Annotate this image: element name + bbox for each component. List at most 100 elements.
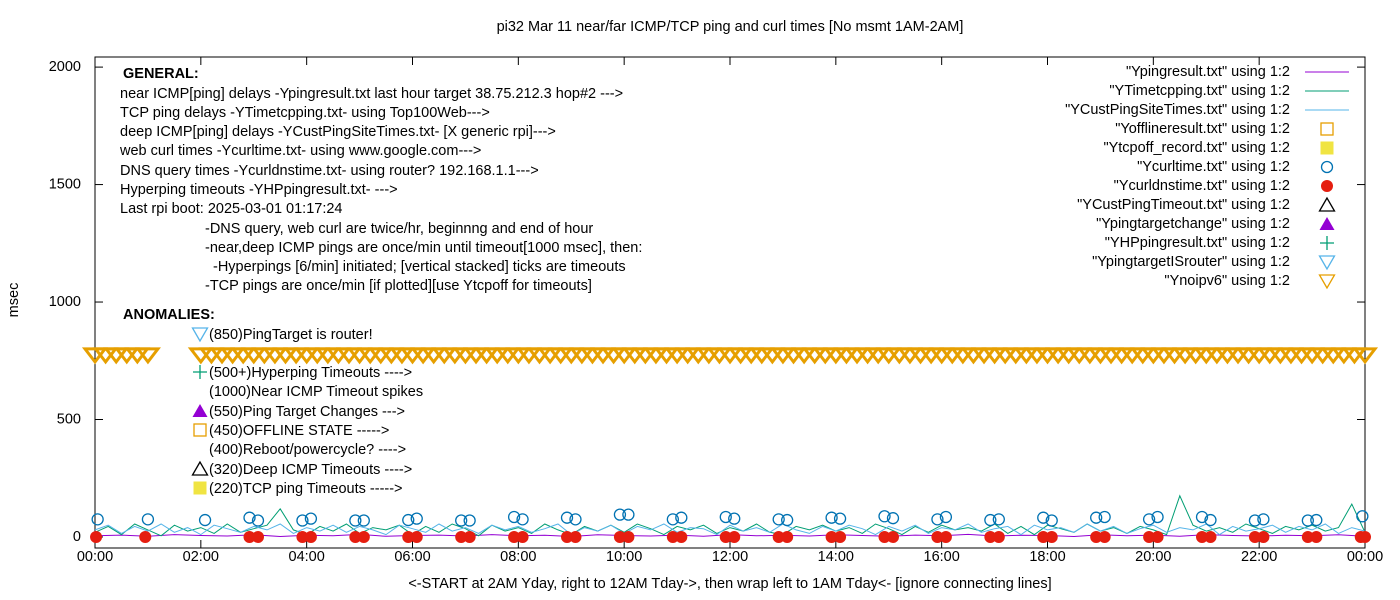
x-tick-label: 22:00 (1241, 549, 1277, 565)
data-point (1090, 511, 1103, 524)
legend-symbol (1318, 196, 1336, 212)
data-point (939, 510, 953, 524)
data-point (1257, 530, 1270, 543)
data-point (1045, 514, 1058, 527)
data-point (402, 513, 415, 527)
data-point (1195, 510, 1209, 524)
x-tick-label: 18:00 (1029, 549, 1065, 565)
data-point (781, 513, 794, 527)
annotation: Last rpi boot: 2025-03-01 01:17:24 (120, 201, 343, 217)
legend-symbol (1318, 274, 1336, 290)
annotation: (220)TCP ping Timeouts -----> (209, 481, 403, 497)
data-point (939, 530, 952, 543)
data-point (719, 530, 732, 543)
annotation: near ICMP[ping] delays -Ypingresult.txt … (120, 86, 623, 102)
data-point (666, 530, 679, 543)
data-point (1151, 510, 1164, 524)
data-point (1098, 510, 1111, 524)
data-point (931, 513, 944, 526)
data-point (91, 513, 104, 526)
data-point (560, 511, 574, 524)
x-tick-label: 08:00 (500, 549, 536, 565)
series-points (90, 530, 1371, 543)
annotation: -DNS query, web curl are twice/hr, begin… (205, 221, 593, 237)
x-tick-label: 04:00 (289, 549, 325, 565)
data-point (134, 347, 161, 365)
data-point (139, 530, 152, 543)
annotation: -Hyperpings [6/min] initiated; [vertical… (213, 259, 626, 275)
data-point (251, 530, 264, 543)
x-tick-label: 06:00 (394, 549, 430, 565)
data-point (1248, 530, 1261, 543)
data-point (455, 514, 468, 527)
y-tick-label: 1000 (49, 294, 81, 310)
data-point (984, 530, 997, 543)
data-point (1142, 513, 1156, 526)
data-point (675, 530, 688, 543)
legend-label: "YpingtargetISrouter" using 1:2 (1092, 254, 1290, 270)
legend-symbol (1318, 255, 1336, 271)
data-point (931, 530, 944, 543)
data-point (1151, 530, 1164, 543)
annotation: GENERAL: (123, 66, 199, 82)
data-point (1310, 530, 1323, 543)
chart-title: pi32 Mar 11 near/far ICMP/TCP ping and c… (497, 19, 964, 35)
y-tick-label: 500 (57, 411, 81, 427)
data-point (198, 513, 212, 527)
data-point (886, 512, 900, 525)
data-point (410, 530, 423, 543)
legend-symbol (1320, 141, 1334, 155)
data-point (507, 510, 521, 524)
data-point (1196, 530, 1209, 543)
data-point (463, 530, 476, 543)
data-point (878, 530, 891, 543)
data-point (622, 508, 635, 521)
data-point (772, 530, 785, 543)
annotation-icon (192, 404, 208, 417)
data-point (296, 514, 309, 527)
data-point (561, 530, 574, 543)
data-point (296, 530, 309, 543)
data-point (349, 530, 362, 543)
data-point (1301, 514, 1314, 527)
legend-label: "Ynoipv6" using 1:2 (1164, 273, 1290, 289)
annotation-icon (193, 423, 207, 437)
data-point (992, 513, 1005, 526)
data-point (825, 530, 838, 543)
data-point (666, 513, 679, 526)
x-tick-label: 16:00 (924, 549, 960, 565)
y-tick-label: 0 (73, 529, 81, 545)
data-point (1359, 530, 1371, 543)
data-point (613, 508, 627, 521)
annotation: deep ICMP[ping] delays -YCustPingSiteTim… (120, 124, 556, 140)
data-point (508, 530, 521, 543)
data-point (516, 513, 529, 526)
data-point (1143, 530, 1156, 543)
data-point (304, 512, 318, 525)
annotation: DNS query times -Ycurldnstime.txt- using… (120, 163, 539, 179)
x-tick-label: 00:00 (1347, 549, 1383, 565)
data-point (455, 530, 468, 543)
data-point (728, 512, 741, 525)
legend-label: "Yofflineresult.txt" using 1:2 (1115, 121, 1290, 137)
data-point (1098, 530, 1111, 543)
data-point (1090, 530, 1103, 543)
legend-label: "Ycurldnstime.txt" using 1:2 (1114, 178, 1290, 194)
data-point (825, 511, 838, 524)
data-point (251, 514, 265, 527)
annotation: (550)Ping Target Changes ---> (209, 404, 405, 420)
legend-label: "Ytcpoff_record.txt" using 1:2 (1103, 140, 1290, 156)
data-point (772, 513, 785, 526)
annotation: (320)Deep ICMP Timeouts ----> (209, 462, 412, 478)
legend-label: "YTimetcpping.txt" using 1:2 (1109, 83, 1290, 99)
data-point (1037, 530, 1050, 543)
annotation: (850)PingTarget is router! (209, 327, 373, 343)
annotation: web curl times -Ycurltime.txt- using www… (119, 143, 481, 159)
data-point (243, 511, 256, 524)
x-axis-label: <-START at 2AM Yday, right to 12AM Tday-… (408, 576, 1051, 592)
legend-symbol (1320, 236, 1334, 250)
data-point (728, 530, 741, 543)
x-tick-label: 14:00 (818, 549, 854, 565)
data-point (357, 530, 370, 543)
data-point (886, 530, 899, 543)
